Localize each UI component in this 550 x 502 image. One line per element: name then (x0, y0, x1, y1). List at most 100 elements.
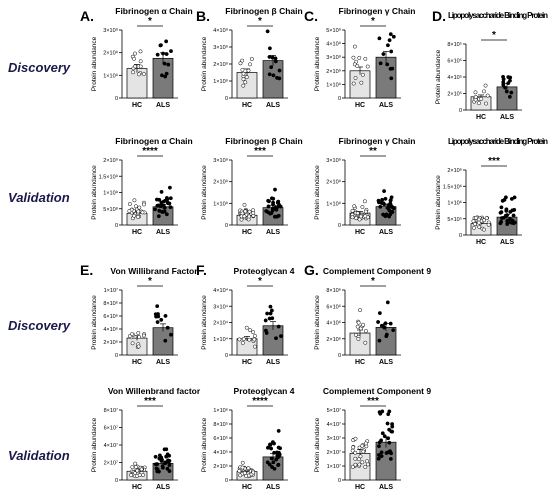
y-tick-label: 0 (115, 96, 118, 102)
data-point (388, 32, 393, 37)
data-point (472, 225, 476, 230)
chart-4: Lipopolysaccharide Binding Protein 0 2×10⁵… (435, 11, 548, 121)
chart-title: Von Willenbrand factor (108, 386, 201, 396)
data-point (482, 227, 486, 232)
panel-letter-g: G. (304, 262, 319, 278)
data-point (265, 311, 270, 316)
y-axis-label: Protein abundance (91, 165, 98, 220)
significance-label: *** (144, 396, 156, 407)
data-point (137, 72, 141, 77)
y-tick-label: 1×10⁶ (447, 200, 462, 207)
data-point (355, 64, 360, 68)
data-point (242, 214, 247, 219)
significance-label: *** (488, 156, 500, 167)
data-point (276, 463, 281, 468)
x-tick-label: ALS (379, 359, 393, 366)
data-point (350, 215, 355, 220)
data-point (275, 205, 280, 210)
data-point (356, 457, 361, 462)
data-point (163, 74, 168, 79)
data-point (270, 206, 275, 211)
data-point (133, 461, 138, 466)
data-point (363, 464, 368, 469)
chart-title: Von Willibrand Factor (110, 266, 198, 276)
data-point (377, 311, 382, 316)
data-point (138, 49, 143, 54)
data-point (355, 324, 360, 329)
data-point (269, 446, 274, 451)
data-point (155, 469, 160, 474)
chart-7: Fibrinogen γ Chain 0 1×10⁹ 2×10⁹ 3×10⁹ Protei… (314, 136, 415, 236)
y-tick-label: 1×10⁹ (213, 78, 228, 85)
data-point (270, 440, 275, 445)
data-point (136, 344, 141, 349)
data-point (133, 465, 138, 469)
panel-letter-a: A. (80, 8, 94, 24)
data-point (159, 317, 164, 322)
y-tick-label: 8×10⁷ (104, 407, 118, 414)
data-point (274, 336, 278, 341)
y-axis-label: Protein abundance (201, 295, 208, 350)
data-point (379, 450, 384, 455)
y-tick-label: 3×10⁹ (326, 54, 341, 61)
data-point (391, 328, 396, 333)
data-point (154, 197, 159, 202)
y-tick-label: 1×10⁶ (213, 407, 228, 414)
data-point (390, 429, 395, 434)
data-point (240, 58, 245, 63)
data-point (353, 436, 358, 441)
data-point (383, 196, 388, 201)
data-point (356, 337, 361, 341)
y-tick-label: 8×10⁶ (103, 300, 118, 307)
data-point (241, 83, 246, 88)
y-axis-label: Protein abundance (314, 417, 321, 472)
x-tick-label: HC (476, 239, 486, 246)
y-tick-label: 8×10⁶ (326, 287, 341, 294)
chart-title: Fibrinogen γ Chain (339, 6, 416, 16)
y-tick-label: 3×10⁹ (213, 157, 228, 164)
y-tick-label: 0 (225, 353, 228, 359)
chart-title: Complement Component 9 (323, 266, 431, 276)
data-point (237, 468, 242, 473)
x-tick-label: ALS (156, 484, 170, 491)
data-point (353, 450, 358, 455)
x-tick-label: ALS (156, 229, 170, 236)
data-point (166, 460, 171, 464)
data-point (350, 464, 355, 469)
data-point (267, 54, 272, 59)
y-tick-label: 8×10⁵ (213, 421, 228, 428)
data-point (353, 333, 358, 337)
data-point (242, 202, 247, 207)
data-point (279, 334, 283, 339)
data-point (391, 206, 396, 211)
data-point (271, 73, 276, 78)
data-point (273, 187, 277, 192)
chart-8: Lipopolysaccharide Binding Protein 0 5×10⁵… (435, 137, 548, 246)
y-tick-label: 3×10⁹ (103, 27, 118, 34)
chart-title: Fibrinogen α Chain (115, 136, 192, 146)
data-point (137, 335, 142, 340)
data-point (508, 75, 513, 80)
data-point (485, 93, 490, 98)
data-point (130, 332, 135, 337)
data-point (240, 340, 245, 345)
y-tick-label: 1×10⁷ (327, 463, 341, 470)
data-point (509, 220, 514, 225)
data-point (132, 213, 137, 218)
data-point (247, 214, 252, 219)
data-point (127, 209, 132, 214)
data-point (505, 219, 510, 223)
data-point (498, 221, 503, 226)
data-point (160, 464, 165, 469)
data-point (159, 455, 164, 460)
data-point (358, 454, 363, 459)
data-point (163, 338, 168, 343)
data-point (163, 460, 168, 465)
significance-label: * (371, 276, 375, 287)
significance-label: * (258, 16, 262, 27)
y-tick-label: 6×10⁵ (213, 435, 228, 442)
data-point (156, 214, 161, 219)
data-point (246, 68, 251, 73)
x-tick-label: HC (242, 229, 252, 236)
